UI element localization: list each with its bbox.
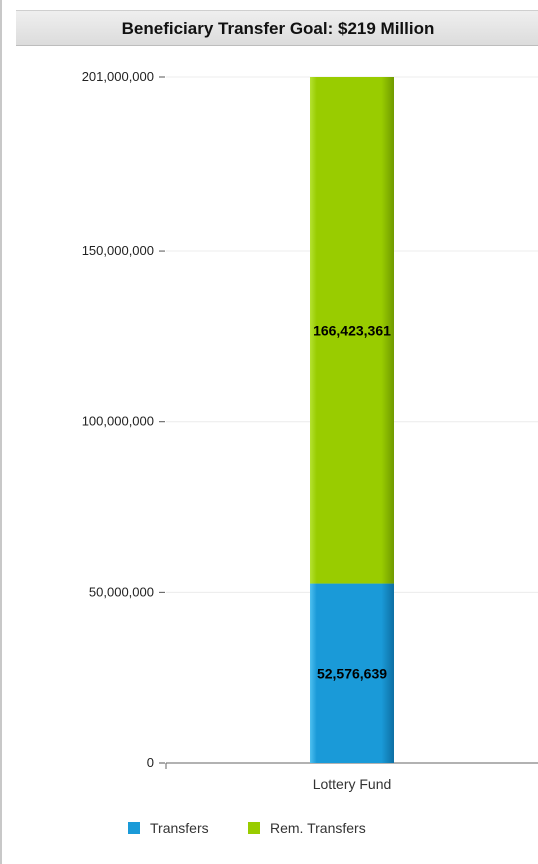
chart-title: Beneficiary Transfer Goal: $219 Million — [16, 10, 538, 46]
x-category-label: Lottery Fund — [313, 776, 392, 792]
legend-label: Transfers — [150, 820, 209, 836]
data-label: 52,576,639 — [317, 665, 387, 681]
legend-label: Rem. Transfers — [270, 820, 366, 836]
legend-swatch — [248, 822, 260, 834]
y-tick-label: 100,000,000 — [82, 414, 154, 429]
chart-panel: 0 50,000,000 100,000,000 150,000,000 201,000… — [16, 46, 538, 864]
bar-rem-transfers — [310, 77, 394, 584]
legend-swatch — [128, 822, 140, 834]
y-tick-label: 50,000,000 — [89, 584, 154, 599]
data-label: 166,423,361 — [313, 322, 391, 338]
y-tick-label: 201,000,000 — [82, 69, 154, 84]
stacked-bar-chart: 0 50,000,000 100,000,000 150,000,000 201,000… — [82, 69, 538, 836]
y-tick-label: 150,000,000 — [82, 243, 154, 258]
bar-transfers — [310, 583, 394, 763]
y-tick-label: 0 — [147, 755, 154, 770]
